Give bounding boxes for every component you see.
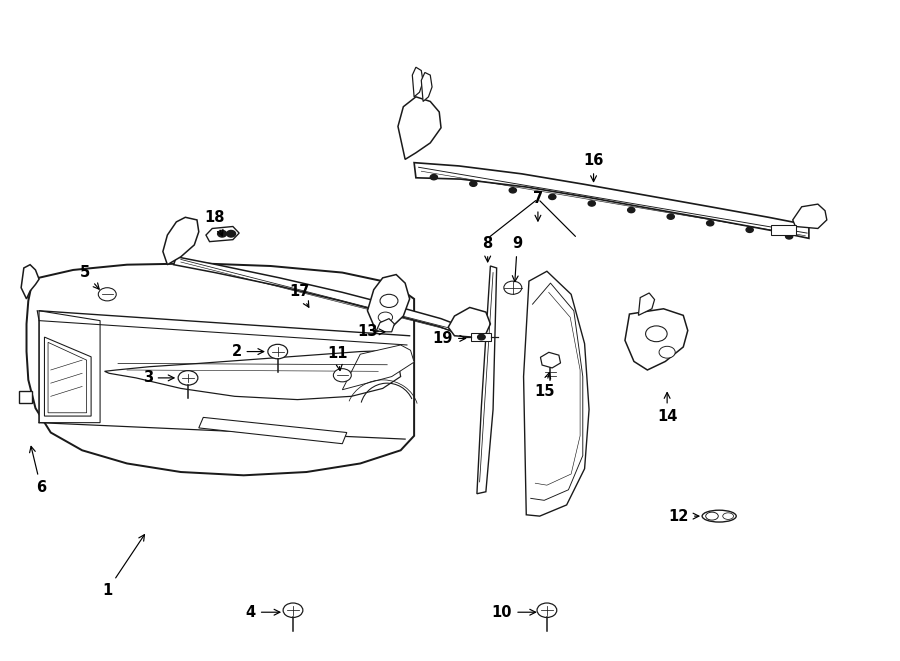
Ellipse shape [702,510,736,522]
Circle shape [746,227,753,233]
Polygon shape [206,227,239,242]
Circle shape [786,234,793,239]
Text: 14: 14 [657,393,678,424]
Text: 17: 17 [289,284,310,307]
Text: 15: 15 [534,373,554,399]
Polygon shape [477,266,497,494]
Polygon shape [412,67,423,97]
Text: 16: 16 [583,153,604,182]
Text: 10: 10 [491,605,536,620]
Circle shape [98,288,116,301]
Circle shape [227,231,236,237]
Circle shape [537,603,557,617]
Polygon shape [421,73,432,101]
Polygon shape [448,307,490,337]
Polygon shape [376,319,394,332]
Text: 19: 19 [433,331,465,346]
Polygon shape [367,274,410,332]
Text: 5: 5 [80,265,99,290]
Polygon shape [163,217,199,264]
Circle shape [378,312,392,323]
Polygon shape [174,256,464,336]
Circle shape [509,188,517,193]
Ellipse shape [706,512,718,520]
Polygon shape [39,311,100,422]
Circle shape [667,214,674,219]
Text: 11: 11 [328,346,348,371]
Circle shape [218,231,227,237]
Polygon shape [540,352,561,368]
Text: 9: 9 [512,236,522,282]
Polygon shape [199,417,346,444]
Polygon shape [44,337,91,416]
Polygon shape [104,350,400,400]
Bar [19,391,32,403]
Bar [771,225,796,235]
Circle shape [589,201,596,206]
Text: 2: 2 [231,344,264,359]
Polygon shape [26,263,414,475]
Polygon shape [342,345,414,390]
Polygon shape [638,293,654,315]
Polygon shape [524,271,590,516]
Circle shape [284,603,303,617]
Text: 6: 6 [30,446,46,494]
Text: 18: 18 [204,210,225,236]
Circle shape [706,221,714,226]
Ellipse shape [723,513,734,520]
Circle shape [430,175,437,180]
Text: 3: 3 [142,370,174,385]
Text: 4: 4 [246,605,280,620]
Polygon shape [625,309,688,370]
Circle shape [478,334,485,340]
Circle shape [470,181,477,186]
Circle shape [178,371,198,385]
Text: 12: 12 [669,508,699,524]
Circle shape [627,208,634,213]
Polygon shape [793,204,827,229]
Text: 1: 1 [102,535,145,598]
Circle shape [659,346,675,358]
Circle shape [268,344,288,359]
Circle shape [549,194,556,200]
Polygon shape [414,163,809,239]
Polygon shape [21,264,39,299]
Circle shape [333,369,351,382]
Text: 13: 13 [357,325,385,339]
Polygon shape [48,342,86,412]
Text: 7: 7 [533,191,543,221]
Polygon shape [398,97,441,159]
Circle shape [380,294,398,307]
Bar [472,333,491,341]
Circle shape [504,281,522,294]
Circle shape [645,326,667,342]
Text: 8: 8 [482,236,493,262]
